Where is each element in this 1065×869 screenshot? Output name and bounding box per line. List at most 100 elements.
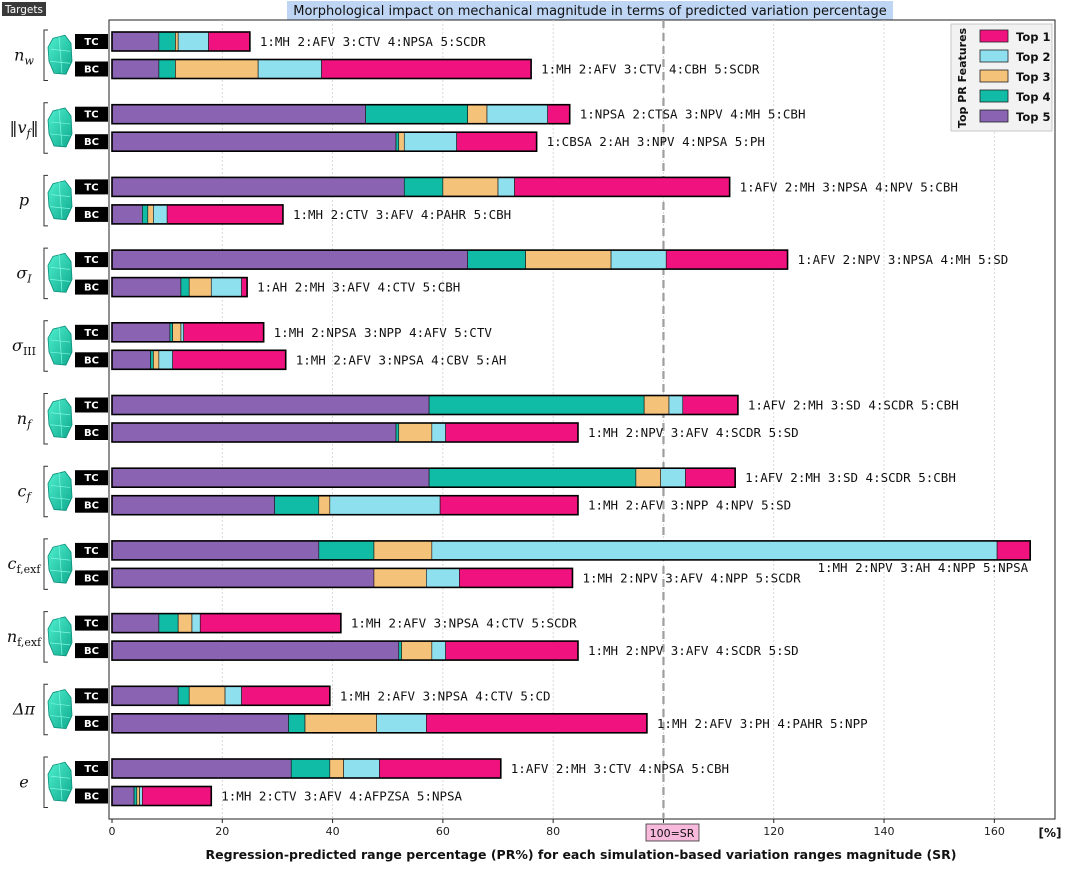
bar-outline — [111, 349, 287, 371]
legend-entry-label: Top 4 — [1016, 90, 1050, 104]
bar-segment-top-5 — [111, 467, 430, 488]
bar-segment-top-1 — [996, 540, 1031, 561]
bar-segment-top-3 — [643, 395, 670, 415]
bar-segment-top-2 — [139, 786, 143, 806]
bar-annotation: 1:AFV 2:MH 3:NPSA 4:NPV 5:CBH — [740, 179, 958, 194]
legend: Top PR Features Top 1 Top 2 Top 3 Top 4 Top … — [950, 23, 1053, 132]
target-label: σIII — [12, 336, 36, 358]
bar-annotation: 1:MH 2:NPSA 3:NPP 4:AFV 5:CTV — [274, 325, 493, 340]
row-tag-box — [75, 643, 108, 659]
bar-segment-top-2 — [431, 640, 446, 661]
gem-icon — [47, 180, 73, 221]
bar-segment-top-1 — [685, 467, 736, 488]
bar-segment-top-3 — [172, 322, 182, 343]
bar-annotation: 1:MH 2:NPV 3:AFV 4:SCDR 5:SD — [588, 425, 799, 440]
bar-segment-top-1 — [426, 713, 648, 734]
targets-layer: nw ‖vf‖ p σI σIII nf cf cf,exf nf,exf Δπ e — [7, 29, 73, 808]
bar-annotation: 1:MH 2:NPV 3:AFV 4:SCDR 5:SD — [588, 643, 799, 658]
bar-segment-top-4 — [177, 685, 190, 706]
bar-segment-top-1 — [208, 31, 251, 52]
bar-segment-top-2 — [426, 568, 460, 588]
bar-annotation: 1:MH 2:AFV 3:NPP 4:NPV 5:SD — [588, 498, 791, 513]
gem-facet — [49, 327, 71, 365]
gem-facet — [49, 690, 71, 728]
bar-annotation: 1:MH 2:AFV 3:CTV 4:NPSA 5:SCDR — [260, 34, 486, 49]
bar-segment-top-5 — [111, 568, 375, 588]
target-bracket — [43, 29, 48, 81]
bar-outline — [111, 276, 248, 298]
row-tag-box — [75, 106, 108, 122]
bar-segment-top-4 — [180, 277, 190, 297]
bar-annotation: 1:CBSA 2:AH 3:NPV 4:NPSA 5:PH — [547, 134, 765, 149]
bar-segment-top-3 — [318, 495, 331, 516]
x-tick-label: 60 — [436, 825, 450, 838]
gem-icon — [47, 107, 73, 148]
target-bracket — [43, 174, 48, 227]
bar-annotation: 1:MH 2:CTV 3:AFV 4:AFPZSA 5:NPSA — [221, 789, 462, 804]
reference-label-box — [645, 823, 700, 842]
row-tag-label: TC — [84, 255, 98, 266]
target-bracket — [43, 393, 48, 445]
plot-frame — [108, 19, 1056, 820]
bar-outline — [111, 176, 731, 198]
gem-icon — [47, 34, 73, 75]
bar-segment-top-3 — [467, 104, 488, 124]
x-tick-label: 20 — [215, 825, 229, 838]
bar-outline — [111, 785, 213, 807]
bar-annotation: 1:MH 2:AFV 3:NPSA 4:CBV 5:AH — [296, 352, 507, 367]
bar-segment-top-3 — [304, 713, 378, 734]
legend-swatch — [979, 89, 1009, 103]
gem-icon — [47, 470, 73, 511]
bar-segment-top-4 — [150, 349, 154, 370]
bar-segment-top-5 — [111, 786, 135, 806]
bar-segment-top-1 — [166, 204, 284, 225]
target-label: ‖vf‖ — [9, 118, 38, 140]
bar-segment-top-2 — [660, 467, 686, 488]
row-tag-box — [75, 252, 108, 268]
row-tag-label: BC — [84, 501, 99, 512]
legend-swatch — [979, 69, 1009, 83]
bar-segment-top-4 — [288, 713, 306, 734]
bar-segment-top-5 — [111, 713, 289, 734]
bar-segment-top-1 — [439, 495, 579, 516]
bar-annotation: 1:MH 2:AFV 3:PH 4:PAHR 5:NPP — [657, 716, 868, 731]
bar-segment-top-2 — [257, 59, 322, 79]
bar-segment-top-2 — [177, 31, 209, 52]
target-bracket — [43, 102, 48, 154]
bar-outline — [111, 131, 538, 152]
bar-segment-top-5 — [111, 395, 430, 415]
bar-segment-top-5 — [111, 204, 143, 225]
bar-segment-top-5 — [111, 31, 160, 52]
gem-facet — [49, 545, 71, 583]
target-bracket — [43, 465, 48, 518]
row-tag-box — [75, 352, 108, 368]
row-tag-label: TC — [84, 546, 98, 557]
gem-facet — [49, 36, 71, 74]
gem-icon — [47, 616, 73, 657]
bar-segment-top-5 — [111, 277, 182, 297]
bar-annotation: 1:AFV 2:MH 3:SD 4:SCDR 5:CBH — [748, 398, 959, 413]
bar-segment-top-4 — [142, 204, 149, 225]
row-tag-box — [75, 688, 108, 704]
bar-segment-top-2 — [497, 177, 515, 197]
bar-segment-top-5 — [111, 104, 366, 124]
bar-outline — [111, 758, 502, 779]
bar-segment-top-4 — [395, 422, 400, 443]
bar-annotation: 1:NPSA 2:CTSA 3:NPV 4:MH 5:CBH — [580, 107, 806, 122]
target-label: cf — [17, 481, 32, 503]
row-tag-label: TC — [84, 619, 98, 630]
bar-segment-top-4 — [365, 104, 468, 124]
bar-segment-top-3 — [175, 59, 259, 79]
row-tag-box — [75, 206, 108, 222]
bar-segment-top-4 — [467, 249, 526, 270]
bar-segment-top-1 — [459, 568, 573, 588]
unit-label: [%] — [1039, 826, 1062, 840]
target-bracket — [43, 320, 48, 372]
bar-segment-top-1 — [241, 685, 331, 706]
target-bracket — [43, 756, 48, 808]
target-label: cf,exf — [8, 554, 42, 576]
target-label: nw — [14, 45, 34, 67]
x-axis-label: Regression-predicted range percentage (P… — [205, 847, 956, 862]
bar-segment-top-5 — [111, 349, 151, 370]
bar-segment-top-5 — [111, 422, 397, 443]
